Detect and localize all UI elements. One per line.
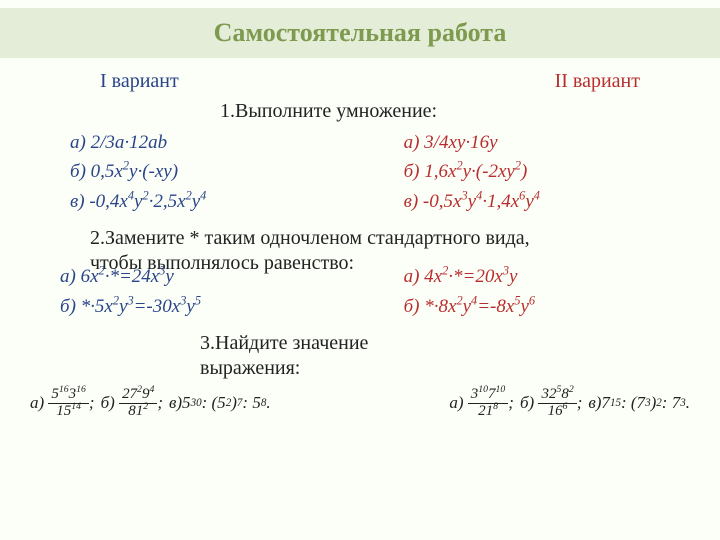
- task-1-heading: 1.Выполните умножение:: [220, 99, 700, 124]
- t1-right-v: в) -0,5x3y4·1,4x6y4: [404, 187, 700, 216]
- task-1-right: а) 3/4xy·16y б) 1,6x2y·(-2xy2) в) -0,5x3…: [374, 128, 700, 216]
- task-2-left: а) 6x2·*=24x3y б) *·5x2y3=-30x3y5: [20, 262, 346, 321]
- variant-1-label: I вариант: [100, 70, 179, 93]
- t3-right-b: б) 32582166;: [520, 387, 582, 420]
- t1-left-a: а) 2/3a·12ab: [70, 128, 346, 157]
- task-3-formulas: а) 5163161514; б) 27294812; в)530 : (52)…: [20, 387, 700, 420]
- t3-left-group: а) 5163161514; б) 27294812; в)530 : (52)…: [30, 387, 271, 420]
- task-2-cols: а) 6x2·*=24x3y б) *·5x2y3=-30x3y5 а) 4x2…: [20, 262, 700, 321]
- t3-left-a: а) 5163161514;: [30, 387, 95, 420]
- t3-left-b: б) 27294812;: [101, 387, 163, 420]
- t2-left-b: б) *·5x2y3=-30x3y5: [60, 292, 346, 321]
- page-title: Самостоятельная работа: [0, 18, 720, 48]
- t3-left-c: в)530 : (52)7 : 58.: [169, 393, 271, 413]
- title-bar: Самостоятельная работа: [0, 8, 720, 58]
- t3-right-group: а) 310710218; б) 32582166; в)715 : (73)2…: [449, 387, 690, 420]
- t1-left-v: в) -0,4x4y2·2,5x2y4: [70, 187, 346, 216]
- t3-right-c: в)715 : (73)2 : 73.: [588, 393, 690, 413]
- task-2-right: а) 4x2·*=20x3y б) *·8x2y4=-8x5y6: [374, 262, 700, 321]
- variant-2-label: II вариант: [555, 70, 640, 93]
- task-1-text: 1.Выполните умножение:: [220, 100, 437, 122]
- t1-right-a: а) 3/4xy·16y: [404, 128, 700, 157]
- t2-right-b: б) *·8x2y4=-8x5y6: [404, 292, 700, 321]
- t2-left-a: а) 6x2·*=24x3y: [60, 262, 346, 291]
- t1-right-b: б) 1,6x2y·(-2xy2): [404, 157, 700, 186]
- variant-row: I вариант II вариант: [20, 70, 700, 93]
- t1-left-b: б) 0,5x2y·(-xy): [70, 157, 346, 186]
- t3-right-a: а) 310710218;: [449, 387, 514, 420]
- task-1-left: а) 2/3a·12ab б) 0,5x2y·(-xy) в) -0,4x4y2…: [20, 128, 346, 216]
- task-1-cols: а) 2/3a·12ab б) 0,5x2y·(-xy) в) -0,4x4y2…: [20, 128, 700, 216]
- task-3-heading: 3.Найдите значениевыражения:: [200, 331, 700, 381]
- t2-right-a: а) 4x2·*=20x3y: [404, 262, 700, 291]
